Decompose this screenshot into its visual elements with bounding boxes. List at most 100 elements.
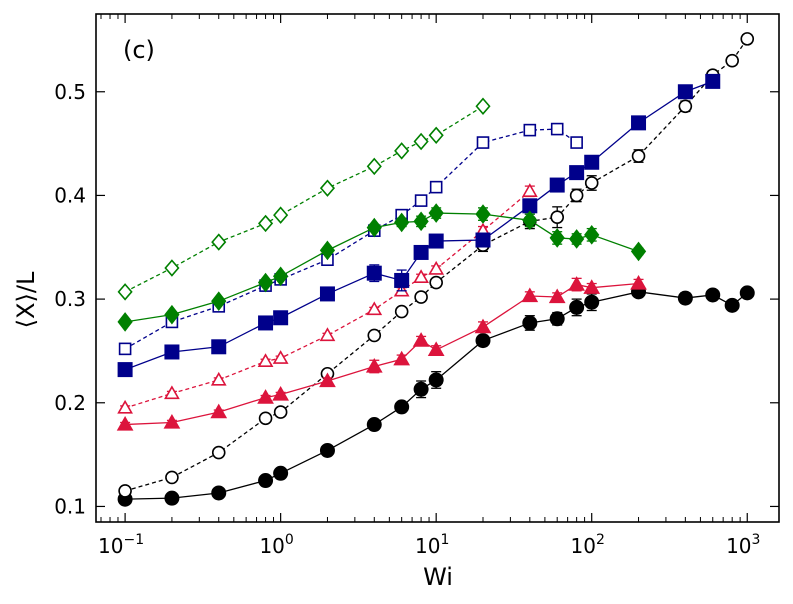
data-point-square (475, 232, 491, 248)
data-point-square (118, 342, 132, 356)
x-tick-label-base: 10 (571, 534, 596, 558)
data-point-diamond (366, 217, 382, 238)
data-point-diamond (428, 126, 444, 145)
data-point-square (414, 194, 428, 207)
data-point-circle (319, 442, 335, 458)
data-point-circle (475, 333, 491, 349)
data-point-square (117, 362, 133, 378)
plot-area (116, 32, 755, 507)
data-point-triangle (583, 279, 601, 294)
data-point-circle (549, 311, 565, 327)
data-point-diamond (211, 233, 227, 251)
data-point-triangle (164, 385, 180, 400)
series-line (124, 128, 578, 350)
data-point-diamond (522, 210, 538, 231)
series-1 (117, 284, 755, 507)
data-point-triangle (116, 416, 134, 431)
data-point-square (631, 115, 647, 131)
data-point-diamond (117, 312, 133, 332)
data-point-triangle (630, 275, 647, 290)
data-point-square (570, 136, 583, 149)
data-point-diamond (394, 142, 410, 160)
data-point-triangle (117, 399, 133, 414)
x-tick-label: 103 (726, 532, 760, 558)
data-point-diamond (394, 212, 410, 233)
data-point-triangle (393, 350, 411, 366)
data-point-diamond (428, 203, 444, 223)
x-tick-label: 100 (259, 532, 293, 558)
data-point-circle (724, 297, 740, 313)
x-tick-label-exponent: −1 (124, 532, 145, 548)
data-point-square (211, 339, 227, 355)
data-point-triangle (366, 301, 383, 316)
data-point-triangle (428, 260, 445, 275)
series-line (124, 80, 713, 371)
data-point-circle (677, 290, 693, 306)
data-point-square (164, 344, 180, 360)
data-point-square (394, 272, 410, 288)
x-axis-label: Wi (423, 563, 453, 591)
data-point-circle (211, 485, 227, 501)
plot-frame (95, 13, 780, 523)
data-point-triangle (521, 183, 538, 197)
data-point-circle (273, 405, 288, 419)
data-point-square (273, 310, 289, 326)
y-tick-label: 0.1 (54, 494, 86, 518)
data-point-circle (165, 470, 179, 485)
data-point-triangle (272, 385, 289, 401)
series-4 (117, 183, 538, 414)
data-point-square (476, 136, 490, 149)
data-point-circle (258, 473, 274, 489)
data-point-triangle (319, 372, 336, 388)
data-point-circle (678, 99, 693, 114)
data-point-circle (394, 304, 409, 319)
data-point-square (319, 286, 335, 302)
panel-label: (c) (123, 36, 155, 64)
data-point-diamond (164, 259, 180, 277)
data-point-diamond (273, 266, 289, 287)
data-point-triangle (210, 371, 227, 386)
data-point-circle (740, 32, 755, 46)
x-tick-label: 101 (415, 532, 449, 558)
data-point-triangle (413, 269, 429, 284)
data-point-circle (569, 299, 585, 315)
series-3 (116, 275, 647, 431)
x-tick-label-exponent: 1 (440, 532, 449, 548)
data-point-circle (273, 465, 289, 481)
data-point-square (569, 165, 585, 181)
data-point-circle (429, 275, 443, 290)
data-point-triangle (474, 318, 492, 334)
data-point-circle (414, 290, 428, 304)
data-point-square (429, 180, 443, 194)
data-point-diamond (273, 206, 289, 224)
data-point-triangle (272, 350, 289, 364)
data-point-triangle (257, 389, 274, 404)
x-tick-label: 10−1 (98, 532, 144, 558)
data-point-diamond (164, 304, 180, 325)
data-point-triangle (257, 353, 274, 367)
x-tick-label-exponent: 3 (752, 532, 761, 548)
data-point-circle (413, 381, 429, 397)
x-tick-label: 102 (571, 532, 605, 558)
data-point-triangle (548, 288, 566, 304)
data-point-square (366, 265, 382, 281)
data-point-square (584, 154, 600, 170)
series-line (124, 190, 531, 409)
data-point-diamond (475, 204, 491, 224)
data-point-diamond (366, 157, 382, 176)
data-point-circle (164, 490, 180, 506)
x-tick-label-base: 10 (415, 534, 440, 558)
data-point-circle (367, 328, 382, 343)
data-point-circle (739, 285, 755, 301)
data-point-triangle (319, 327, 336, 342)
x-tick-label-exponent: 0 (285, 532, 294, 548)
series-line (124, 212, 639, 323)
data-point-circle (725, 53, 739, 68)
data-point-circle (584, 294, 600, 310)
data-point-triangle (365, 357, 383, 373)
data-point-square (523, 123, 537, 137)
data-point-triangle (427, 341, 445, 357)
data-point-diamond (319, 240, 336, 261)
data-point-circle (211, 445, 226, 460)
